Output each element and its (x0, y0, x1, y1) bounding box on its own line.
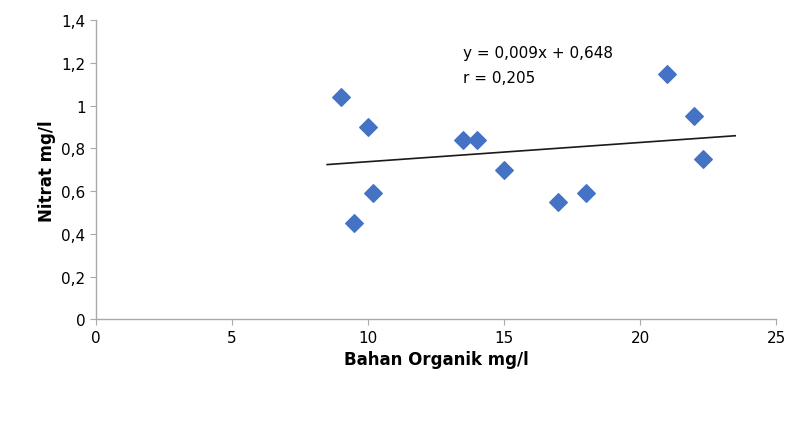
Text: r = 0,205: r = 0,205 (463, 71, 535, 86)
Point (552, 199, 565, 206)
Point (498, 167, 510, 174)
Point (661, 71, 674, 78)
Text: y = 0,009x + 0,648: y = 0,009x + 0,648 (463, 46, 614, 61)
Point (367, 190, 380, 197)
Point (688, 114, 701, 121)
Point (696, 156, 709, 163)
X-axis label: Bahan Organik mg/l: Bahan Organik mg/l (344, 351, 528, 368)
Point (334, 95, 347, 101)
Point (362, 124, 374, 131)
Point (470, 137, 483, 144)
Point (348, 220, 361, 227)
Point (579, 190, 592, 197)
Y-axis label: Nitrat mg/l: Nitrat mg/l (38, 120, 56, 221)
Point (457, 137, 470, 144)
